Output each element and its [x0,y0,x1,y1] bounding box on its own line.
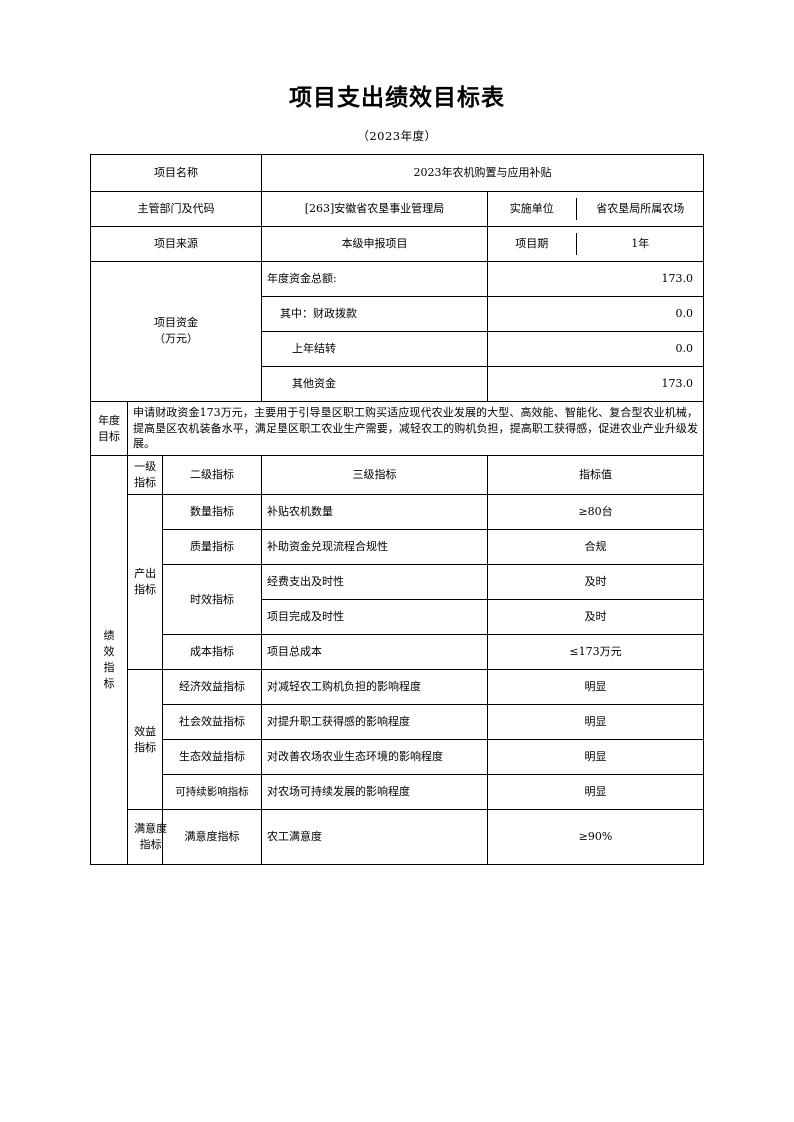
project-name-value: 2023年农机购置与应用补贴 [261,153,704,192]
annual-goal-label: 年度目标 [89,400,128,457]
value-cost: ≤173万元 [487,634,704,671]
column-header-value: 指标值 [487,455,704,496]
page-title: 项目支出绩效目标表 [289,84,505,111]
performance-target-table: 项目名称 2023年农机购置与应用补贴 主管部门及代码 [263]安徽省农垦事业… [89,153,705,866]
level3-ecological-benefit: 对改善农场农业生态环境的影响程度 [261,739,488,776]
table-row-indicator: 满意度指标 满意度指标 农工满意度 ≥90% [90,809,704,866]
unit-value: 省农垦局所属农场 [596,201,685,215]
department-label: 主管部门及代码 [89,190,263,227]
period-label: 项目期 [488,232,577,255]
value-quantity: ≥80台 [487,494,704,531]
level3-economic-benefit: 对减轻农工购机负担的影响程度 [261,669,488,706]
value-quality: 合规 [487,529,704,566]
level3-quality: 补助资金兑现流程合规性 [261,529,488,566]
group-label-output-text: 产出指标 [134,567,157,597]
table-row-project-name: 项目名称 2023年农机购置与应用补贴 [89,153,704,192]
level2-economic-benefit: 经济效益指标 [161,669,263,706]
indicators-root-label: 绩效指标 [89,455,128,866]
table-row-funds-appropriation: 其中：财政拨款 0.0 [90,295,704,332]
table-row-indicator: 质量指标 补助资金兑现流程合规性 合规 [90,529,704,566]
value-economic-benefit: 明显 [487,669,704,706]
table-row-indicator-header: 绩效指标 一级指标 二级指标 三级指标 指标值 [89,455,704,866]
page-subtitle: （2023年度） [357,128,437,143]
table-row-indicator: 时效指标 经费支出及时性 及时 [90,564,704,636]
department-value: [263]安徽省农垦事业管理局 [261,190,488,227]
level3-completion-timeliness: 项目完成及时性 [261,599,488,636]
column-header-level3: 三级指标 [261,455,488,496]
value-completion-timeliness: 及时 [487,599,704,636]
value-ecological-benefit: 明显 [487,739,704,776]
annual-goal-label-text: 年度目标 [97,413,120,443]
funds-row-value-1: 0.0 [487,295,704,332]
table-row-indicator: 生态效益指标 对改善农场农业生态环境的影响程度 明显 [90,739,704,776]
group-label-satisfaction: 满意度指标 [126,809,167,866]
table-row-indicator: 产出指标 数量指标 补贴农机数量 ≥80台 [90,494,704,671]
unit-label: 实施单位 [488,197,577,220]
group-label-benefit: 效益指标 [126,669,163,811]
level2-quantity: 数量指标 [161,494,263,531]
funds-label: 项目资金 （万元） [89,260,263,402]
period-value: 1年 [631,236,650,250]
table-row-funds-total: 项目资金 （万元） 年度资金总额: 173.0 [89,260,704,402]
value-expense-timeliness: 及时 [487,564,704,601]
table-row-indicator: 成本指标 项目总成本 ≤173万元 [90,634,704,671]
indicators-root-label-text: 绩效指标 [103,629,116,691]
funds-row-value-0: 173.0 [487,260,704,297]
level3-satisfaction: 农工满意度 [261,809,488,866]
level3-sustainable-impact: 对农场可持续发展的影响程度 [261,774,488,811]
project-name-label: 项目名称 [89,153,263,192]
level2-quality: 质量指标 [161,529,263,566]
funds-row-name-1: 其中：财政拨款 [261,295,488,332]
level2-ecological-benefit: 生态效益指标 [161,739,263,776]
table-row-annual-goal: 年度目标 申请财政资金173万元，主要用于引导垦区职工购买适应现代农业发展的大型… [89,400,705,457]
level2-cost: 成本指标 [161,634,263,671]
funds-row-name-3: 其他资金 [261,365,488,402]
annual-goal-text: 申请财政资金173万元，主要用于引导垦区职工购买适应现代农业发展的大型、高效能、… [126,400,705,457]
funds-label-line2: （万元） [153,332,198,346]
level2-social-benefit: 社会效益指标 [161,704,263,741]
column-header-level1-text: 一级指标 [134,460,157,490]
group-label-satisfaction-text: 满意度指标 [134,822,168,852]
table-row-funds-other: 其他资金 173.0 [90,365,704,402]
column-header-level1: 一级指标 [126,455,163,496]
funds-row-name-2: 上年结转 [261,330,488,367]
value-satisfaction: ≥90% [487,809,704,866]
source-label: 项目来源 [89,225,263,262]
value-sustainable-impact: 明显 [487,774,704,811]
level2-timeliness: 时效指标 [161,564,263,636]
level3-cost: 项目总成本 [261,634,488,671]
level2-satisfaction: 满意度指标 [161,809,263,866]
column-header-level2: 二级指标 [161,455,263,496]
group-label-output: 产出指标 [126,494,163,671]
funds-label-line1: 项目资金 [153,316,198,330]
source-value: 本级申报项目 [261,225,488,262]
table-row-department: 主管部门及代码 [263]安徽省农垦事业管理局 实施单位 省农垦局所属农场 [89,190,704,227]
table-row-indicator: 可持续影响指标 对农场可持续发展的影响程度 明显 [90,774,704,811]
funds-row-name-0: 年度资金总额: [261,260,488,297]
table-row-indicator: 社会效益指标 对提升职工获得感的影响程度 明显 [90,704,704,741]
level3-quantity: 补贴农机数量 [261,494,488,531]
funds-row-value-2: 0.0 [487,330,704,367]
table-row-indicator: 项目完成及时性 及时 [90,599,704,636]
value-social-benefit: 明显 [487,704,704,741]
level2-sustainable-impact: 可持续影响指标 [161,774,263,811]
table-row-funds-carryover: 上年结转 0.0 [90,330,704,367]
group-label-benefit-text: 效益指标 [134,724,157,754]
level3-social-benefit: 对提升职工获得感的影响程度 [261,704,488,741]
level3-expense-timeliness: 经费支出及时性 [261,564,488,601]
table-row-indicator: 效益指标 经济效益指标 对减轻农工购机负担的影响程度 明显 [90,669,704,811]
funds-row-value-3: 173.0 [487,365,704,402]
table-row-source: 项目来源 本级申报项目 项目期 1年 [89,225,704,262]
